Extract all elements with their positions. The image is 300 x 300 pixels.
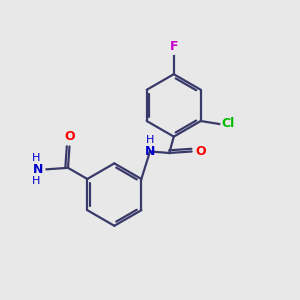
Text: H: H (32, 153, 40, 163)
Text: H: H (32, 176, 40, 186)
Text: H: H (146, 135, 154, 145)
Text: N: N (33, 163, 43, 176)
Text: Cl: Cl (222, 118, 235, 130)
Text: O: O (195, 145, 206, 158)
Text: N: N (145, 145, 155, 158)
Text: O: O (64, 130, 75, 143)
Text: F: F (169, 40, 178, 53)
